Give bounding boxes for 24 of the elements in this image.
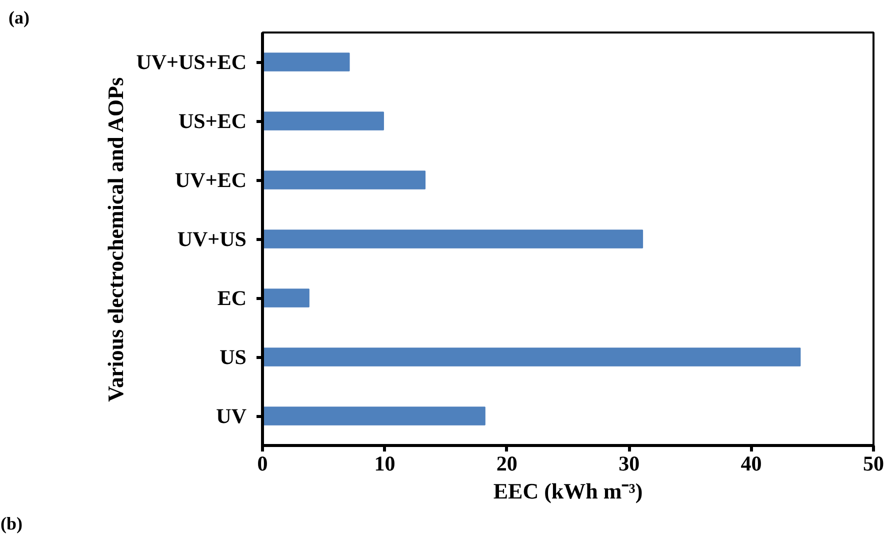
- bar: [262, 170, 426, 190]
- bar: [262, 348, 801, 366]
- x-tick-label: 10: [374, 452, 396, 476]
- bar: [262, 288, 310, 308]
- bar: [262, 52, 350, 72]
- y-axis-title: Various electrochemical and AOPs: [103, 76, 128, 402]
- x-tick-label: 40: [740, 452, 762, 476]
- bar: [262, 112, 384, 130]
- y-tick-label: EC: [217, 286, 247, 310]
- x-tick-label: 20: [496, 452, 518, 476]
- x-tick-label: 30: [618, 452, 640, 476]
- y-tick-label: UV: [216, 404, 247, 428]
- x-tick-label: 0: [257, 452, 268, 476]
- bar: [262, 406, 486, 426]
- x-tick-label: 50: [863, 452, 884, 476]
- y-tick-label: UV+US: [177, 227, 247, 251]
- text: (b): [0, 514, 23, 534]
- y-tick-label: UV+US+EC: [136, 50, 246, 74]
- y-tick-label: UV+EC: [175, 168, 247, 192]
- x-axis-title: EEC (kWh m⁻³): [493, 478, 643, 504]
- y-tick-label: US+EC: [178, 109, 246, 133]
- y-tick-label: US: [220, 345, 247, 369]
- bar: [262, 230, 644, 248]
- text: (a): [8, 8, 30, 28]
